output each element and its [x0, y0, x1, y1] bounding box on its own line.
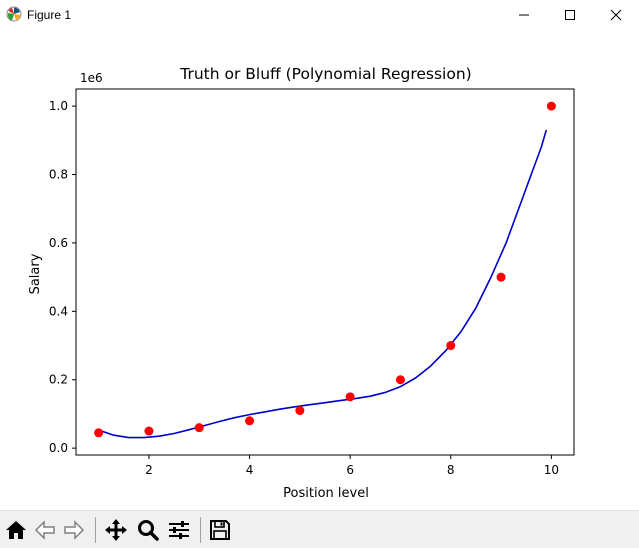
chart: Truth or Bluff (Polynomial Regression) 1… [28, 65, 575, 501]
y-axis-ticks: 0.0 0.2 0.4 0.6 0.8 1.0 [49, 99, 76, 455]
move-icon [105, 519, 127, 541]
x-axis-label: Position level [283, 486, 369, 501]
minimize-icon [519, 14, 529, 16]
data-point [245, 416, 255, 426]
sliders-icon [169, 521, 189, 539]
data-point [345, 392, 355, 402]
x-tick-label: 10 [544, 463, 559, 477]
floppy-icon [210, 520, 230, 540]
data-points-layer [94, 101, 556, 438]
magnifier-icon [138, 520, 159, 541]
back-button[interactable] [31, 516, 59, 544]
x-tick-label: 8 [447, 463, 455, 477]
regression-curve-layer [98, 129, 548, 439]
minimize-button[interactable] [501, 0, 547, 30]
configure-subplots-button[interactable] [165, 516, 193, 544]
matplotlib-logo-icon [6, 6, 22, 22]
pan-button[interactable] [102, 516, 130, 544]
y-axis-label: Salary [28, 253, 43, 294]
window-title: Figure 1 [27, 8, 72, 22]
x-axis-ticks: 2 4 6 8 10 [145, 455, 559, 477]
title-bar[interactable]: Figure 1 [0, 0, 639, 30]
arrow-right-icon [64, 520, 85, 540]
y-tick-label: 0.4 [49, 304, 68, 318]
arrow-left-icon [34, 520, 55, 540]
data-point [546, 101, 556, 111]
home-icon [6, 521, 26, 539]
navigation-toolbar [0, 510, 639, 548]
y-tick-label: 0.6 [49, 236, 68, 250]
y-tick-label: 1.0 [49, 99, 68, 113]
data-point [496, 272, 506, 282]
y-tick-label: 0.8 [49, 168, 68, 182]
data-point [446, 341, 456, 351]
data-point [94, 428, 104, 438]
chart-title: Truth or Bluff (Polynomial Regression) [179, 65, 471, 83]
x-tick-label: 2 [145, 463, 153, 477]
maximize-button[interactable] [547, 0, 593, 30]
save-button[interactable] [206, 516, 234, 544]
data-point [194, 423, 204, 433]
x-tick-label: 4 [246, 463, 254, 477]
regression-curve [98, 129, 548, 439]
y-tick-label: 0.2 [49, 373, 68, 387]
data-point [395, 375, 405, 385]
close-icon [610, 9, 622, 21]
home-button[interactable] [2, 516, 30, 544]
toolbar-separator [200, 517, 201, 543]
maximize-icon [565, 10, 575, 20]
axes-frame [75, 88, 575, 456]
data-point [144, 426, 154, 436]
forward-button[interactable] [60, 516, 88, 544]
zoom-button[interactable] [134, 516, 162, 544]
close-button[interactable] [593, 0, 639, 30]
data-point [295, 406, 305, 416]
x-tick-label: 6 [346, 463, 354, 477]
toolbar-separator [95, 517, 96, 543]
y-offset-label: 1e6 [80, 71, 103, 85]
y-tick-label: 0.0 [49, 441, 68, 455]
plot-canvas[interactable]: Truth or Bluff (Polynomial Regression) 1… [0, 30, 639, 510]
